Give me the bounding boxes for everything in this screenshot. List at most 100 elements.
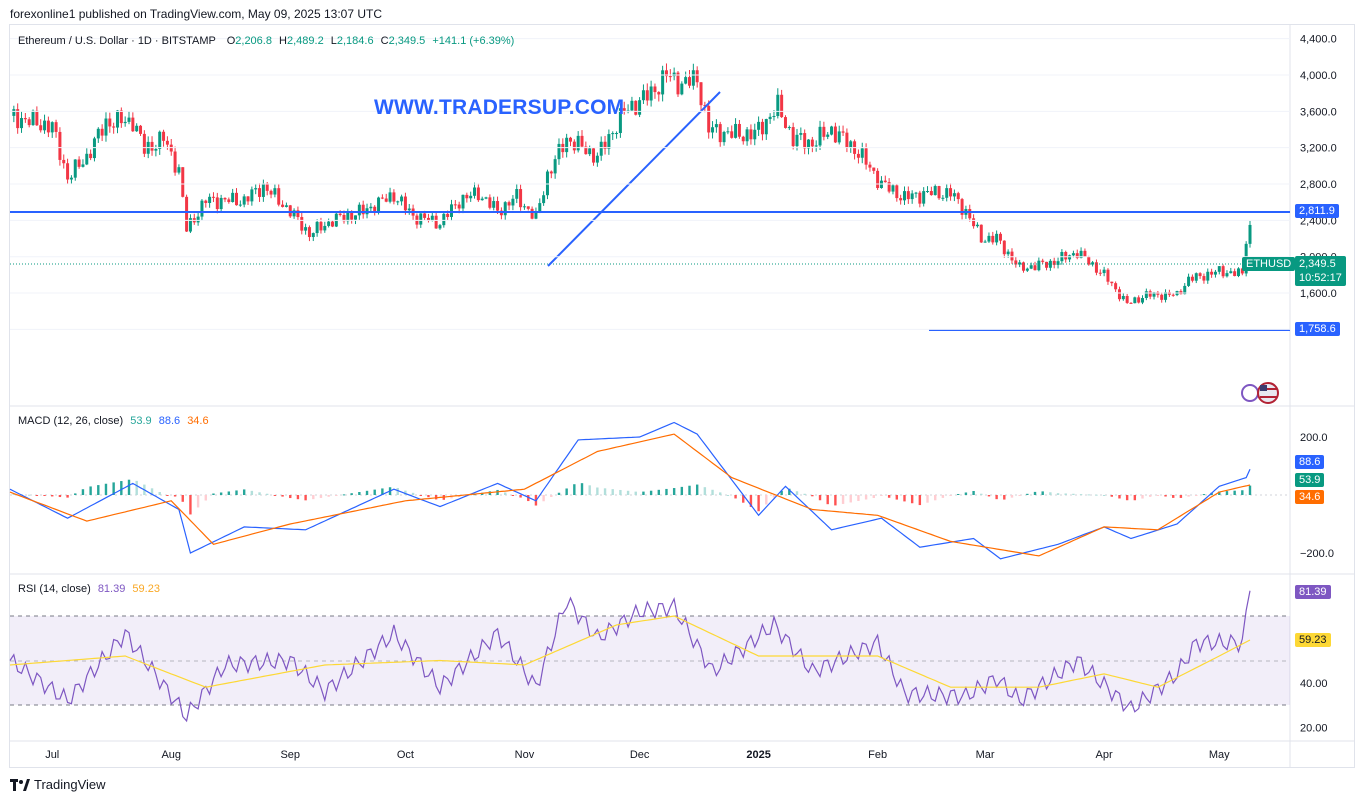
macd-hist-bar (849, 495, 852, 503)
candle-body (553, 159, 557, 174)
time-tick-label: Nov (515, 749, 535, 761)
macd-signal-tag: 34.6 (1295, 490, 1325, 504)
candle-body (1117, 289, 1121, 300)
candle-body (718, 124, 722, 143)
candle-body (1240, 268, 1244, 274)
candle-body (1217, 266, 1221, 272)
candle-body (949, 188, 953, 197)
chart-frame[interactable] (9, 24, 1355, 768)
macd-hist-bar (695, 484, 699, 495)
rsi-tag: 81.39 (1295, 585, 1331, 599)
candle-body (707, 105, 711, 133)
macd-hist-bar (112, 482, 115, 495)
macd-hist-bar (1010, 495, 1014, 498)
macd-hist-value: 53.9 (130, 415, 152, 427)
macd-hist-bar (711, 489, 714, 495)
last-price-tag: 2,349.5 10:52:17 (1295, 256, 1346, 286)
macd-legend[interactable]: MACD (12, 26, close) 53.9 88.6 34.6 (18, 415, 209, 427)
candle-body (503, 202, 507, 216)
macd-hist-bar (550, 495, 553, 498)
candle-body (622, 108, 626, 111)
macd-hist-bar (542, 495, 545, 502)
candle-body (507, 202, 511, 206)
price-tick-label: 3,600.0 (1300, 106, 1337, 118)
trend-line[interactable] (547, 91, 721, 267)
events-icon[interactable] (1241, 382, 1279, 404)
candle-body (81, 164, 85, 167)
candle-body (722, 131, 726, 143)
candle-body (1121, 296, 1125, 300)
candle-body (307, 227, 311, 238)
candle-body (987, 235, 991, 242)
macd-hist-bar (1133, 495, 1137, 501)
rsi-legend[interactable]: RSI (14, close) 81.39 59.23 (18, 583, 160, 595)
candle-body (446, 213, 450, 217)
last-price: 2,349.5 (1299, 258, 1336, 270)
resistance-tag: 2,811.9 (1295, 204, 1339, 218)
macd-hist-bar (304, 495, 307, 501)
macd-hist-bar (89, 486, 92, 495)
macd-hist-bar (250, 490, 254, 495)
candle-body (23, 118, 27, 120)
macd-hist-bar (97, 485, 100, 495)
candle-body (1075, 253, 1079, 258)
candle-body (300, 217, 304, 231)
candle-body (668, 76, 672, 78)
macd-hist-bar (1110, 495, 1113, 497)
macd-hist-bar (657, 489, 660, 495)
candle-body (292, 210, 296, 217)
candle-body (634, 100, 638, 115)
macd-hist-bar (972, 490, 975, 495)
macd-hist-bar (358, 492, 361, 495)
macd-hist-bar (242, 489, 246, 495)
candle-body (787, 127, 791, 129)
macd-hist-bar (166, 495, 169, 496)
macd-hist-bar (1148, 495, 1152, 497)
macd-hist-bar (227, 491, 231, 495)
candle-body (1102, 269, 1106, 274)
candle-body (250, 189, 254, 202)
macd-hist-bar (588, 485, 591, 495)
candle-body (522, 206, 526, 208)
macd-hist-bar (296, 495, 300, 500)
rsi-label: RSI (14, close) (18, 583, 91, 595)
symbol-name: Ethereum / U.S. Dollar · 1D · BITSTAMP (18, 35, 216, 47)
candle-body (595, 155, 599, 163)
high-value: 2,489.2 (286, 35, 324, 47)
macd-hist-tag: 53.9 (1295, 473, 1325, 487)
candle-body (998, 233, 1002, 241)
macd-hist-bar (1218, 491, 1221, 495)
macd-hist-bar (864, 495, 868, 500)
macd-hist-bar (1187, 495, 1190, 497)
candle-body (112, 126, 116, 128)
candle-body (403, 196, 407, 211)
macd-hist-bar (603, 488, 607, 495)
candle-body (845, 132, 849, 148)
candle-body (388, 192, 392, 202)
candle-body (473, 187, 477, 196)
macd-hist-bar (1195, 495, 1198, 496)
candle-body (115, 110, 119, 128)
macd-hist-bar (404, 490, 407, 495)
candle-body (741, 136, 745, 142)
macd-hist-bar (795, 491, 799, 495)
macd-hist-bar (120, 481, 123, 495)
time-tick-label: Sep (280, 749, 300, 761)
low-value: 2,184.6 (336, 35, 374, 47)
macd-hist-bar (1202, 494, 1206, 496)
candle-body (783, 117, 787, 128)
candle-body (119, 110, 123, 124)
macd-hist-bar (895, 495, 899, 500)
symbol-legend[interactable]: Ethereum / U.S. Dollar · 1D · BITSTAMP O… (18, 35, 514, 47)
candle-body (323, 225, 327, 231)
candle-body (62, 159, 66, 164)
candle-body (354, 215, 358, 220)
time-tick-label: May (1209, 749, 1230, 761)
footer-brand[interactable]: TradingView (10, 777, 106, 792)
candle-body (211, 196, 215, 198)
rsi-ma-line (9, 615, 1251, 688)
macd-hist-bar (150, 488, 154, 495)
candle-body (131, 117, 135, 132)
candle-body (603, 141, 607, 149)
